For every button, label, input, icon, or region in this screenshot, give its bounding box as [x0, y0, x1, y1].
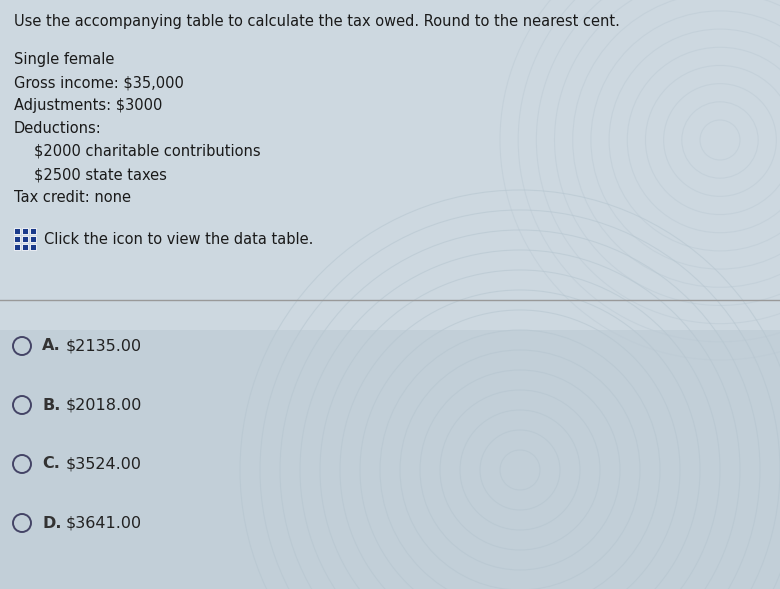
Text: Click the icon to view the data table.: Click the icon to view the data table.	[44, 232, 314, 247]
Bar	[0, 0, 780, 330]
Text: C.: C.	[42, 456, 60, 472]
Text: $2000 charitable contributions: $2000 charitable contributions	[34, 144, 261, 159]
Text: Tax credit: none: Tax credit: none	[14, 190, 131, 205]
Bar	[22, 228, 28, 234]
Text: $3524.00: $3524.00	[66, 456, 142, 472]
Text: $3641.00: $3641.00	[66, 515, 142, 531]
Text: Single female: Single female	[14, 52, 115, 67]
Bar	[0, 330, 780, 589]
Text: B.: B.	[42, 398, 60, 412]
Bar	[30, 236, 36, 242]
Bar	[14, 228, 20, 234]
Text: Gross income: $35,000: Gross income: $35,000	[14, 75, 184, 90]
Text: D.: D.	[42, 515, 62, 531]
Bar	[14, 244, 20, 250]
Text: Deductions:: Deductions:	[14, 121, 101, 136]
Text: A.: A.	[42, 339, 61, 353]
Text: $2500 state taxes: $2500 state taxes	[34, 167, 167, 182]
Text: Use the accompanying table to calculate the tax owed. Round to the nearest cent.: Use the accompanying table to calculate …	[14, 14, 620, 29]
Bar	[30, 244, 36, 250]
Text: Adjustments: $3000: Adjustments: $3000	[14, 98, 162, 113]
Text: $2018.00: $2018.00	[66, 398, 143, 412]
Bar	[30, 228, 36, 234]
Bar	[22, 236, 28, 242]
Bar	[22, 244, 28, 250]
Text: $2135.00: $2135.00	[66, 339, 142, 353]
Bar	[14, 236, 20, 242]
